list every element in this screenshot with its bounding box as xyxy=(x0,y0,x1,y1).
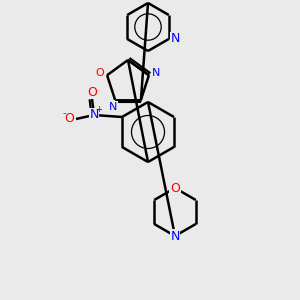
Text: O: O xyxy=(96,68,104,78)
Text: -: - xyxy=(62,108,66,118)
Text: N: N xyxy=(109,102,117,112)
Text: N: N xyxy=(89,109,99,122)
Text: N: N xyxy=(152,68,160,78)
Text: O: O xyxy=(64,112,74,125)
Text: O: O xyxy=(170,182,180,194)
Text: +: + xyxy=(96,106,103,115)
Text: N: N xyxy=(171,32,181,46)
Text: N: N xyxy=(170,230,180,242)
Text: O: O xyxy=(87,85,97,98)
